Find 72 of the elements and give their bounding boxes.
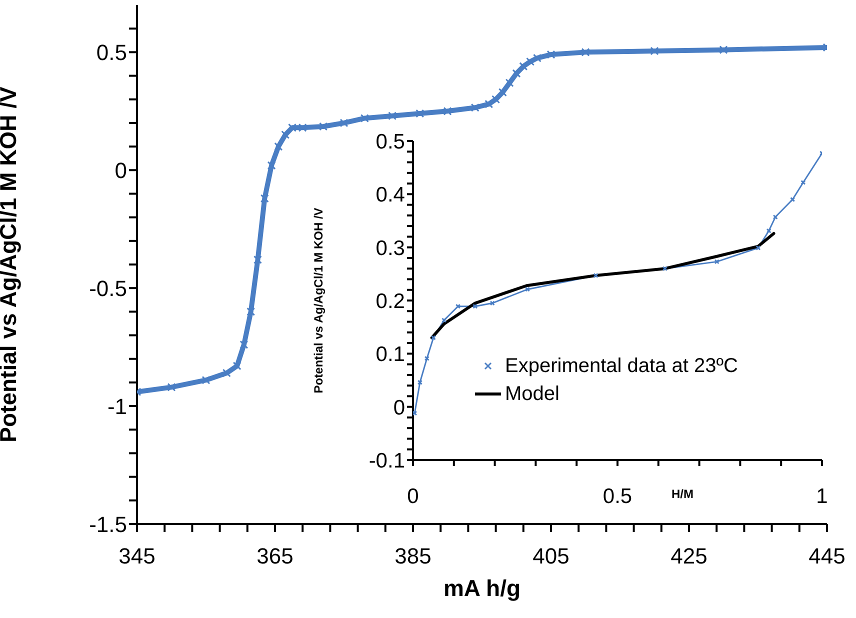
point [417,380,423,385]
point [546,50,556,59]
point [484,100,494,108]
point [519,62,528,71]
point [274,142,283,151]
point [490,300,495,306]
point [526,57,535,66]
point [246,307,256,316]
point [455,304,461,309]
y-axis-title: Potential vs Ag/AgCl/1 M KOH /V [311,208,326,394]
point [443,106,452,116]
point [498,88,507,97]
point [267,161,276,170]
point [719,46,728,54]
x-tick-label: 425 [670,544,708,569]
x-axis-title: H/M [672,487,694,501]
point [593,272,598,278]
legend-label: Model [505,382,560,407]
x-tick-label: 385 [394,544,432,569]
point [167,382,176,392]
point [254,256,262,264]
point [416,109,424,118]
point [424,356,430,361]
point [470,103,480,112]
y-tick-label: 0.5 [376,130,405,154]
x-tick-label: 345 [118,544,156,569]
point [222,368,231,378]
point [756,245,761,250]
y-tick-label: 0.1 [376,343,405,366]
point [772,214,778,220]
point [650,46,659,56]
y-tick-label: -1.5 [89,512,127,537]
point [524,286,530,292]
point [472,304,478,309]
point [240,340,248,349]
y-tick-label: -1 [107,394,127,419]
point [662,266,668,272]
point [281,130,290,139]
point [442,318,447,323]
point [430,335,436,340]
point [492,95,500,104]
y-tick-label: 0 [393,396,405,420]
y-tick-label: -0.5 [89,276,127,301]
y-tick-label: -0.1 [368,449,405,472]
point [319,122,328,131]
point [340,118,348,128]
line-series [430,232,776,340]
x-tick-label: 0.5 [602,484,632,508]
point [512,69,521,78]
y-tick-label: 0.4 [376,184,406,207]
legend-label: Experimental data at 23ºC [505,354,738,379]
point [260,194,269,203]
point [360,114,369,122]
x-tick-label: 445 [808,544,846,569]
point [232,362,242,370]
point [581,48,590,56]
x-axis-title: mA h/g [443,575,521,601]
point [532,54,542,62]
x-tick-label: 365 [256,544,294,569]
y-tick-label: 0.3 [376,236,405,260]
point [714,259,720,264]
point [388,112,397,120]
point [505,78,514,88]
point [800,180,806,186]
y-tick-label: 0.5 [96,40,127,65]
x-tick-label: 405 [532,544,570,569]
point [202,376,210,384]
point [766,228,772,234]
y-tick-label: 0.2 [376,290,405,313]
y-tick-label: 0 [114,158,127,183]
x-tick-label: 1 [816,484,828,508]
point [790,196,796,202]
